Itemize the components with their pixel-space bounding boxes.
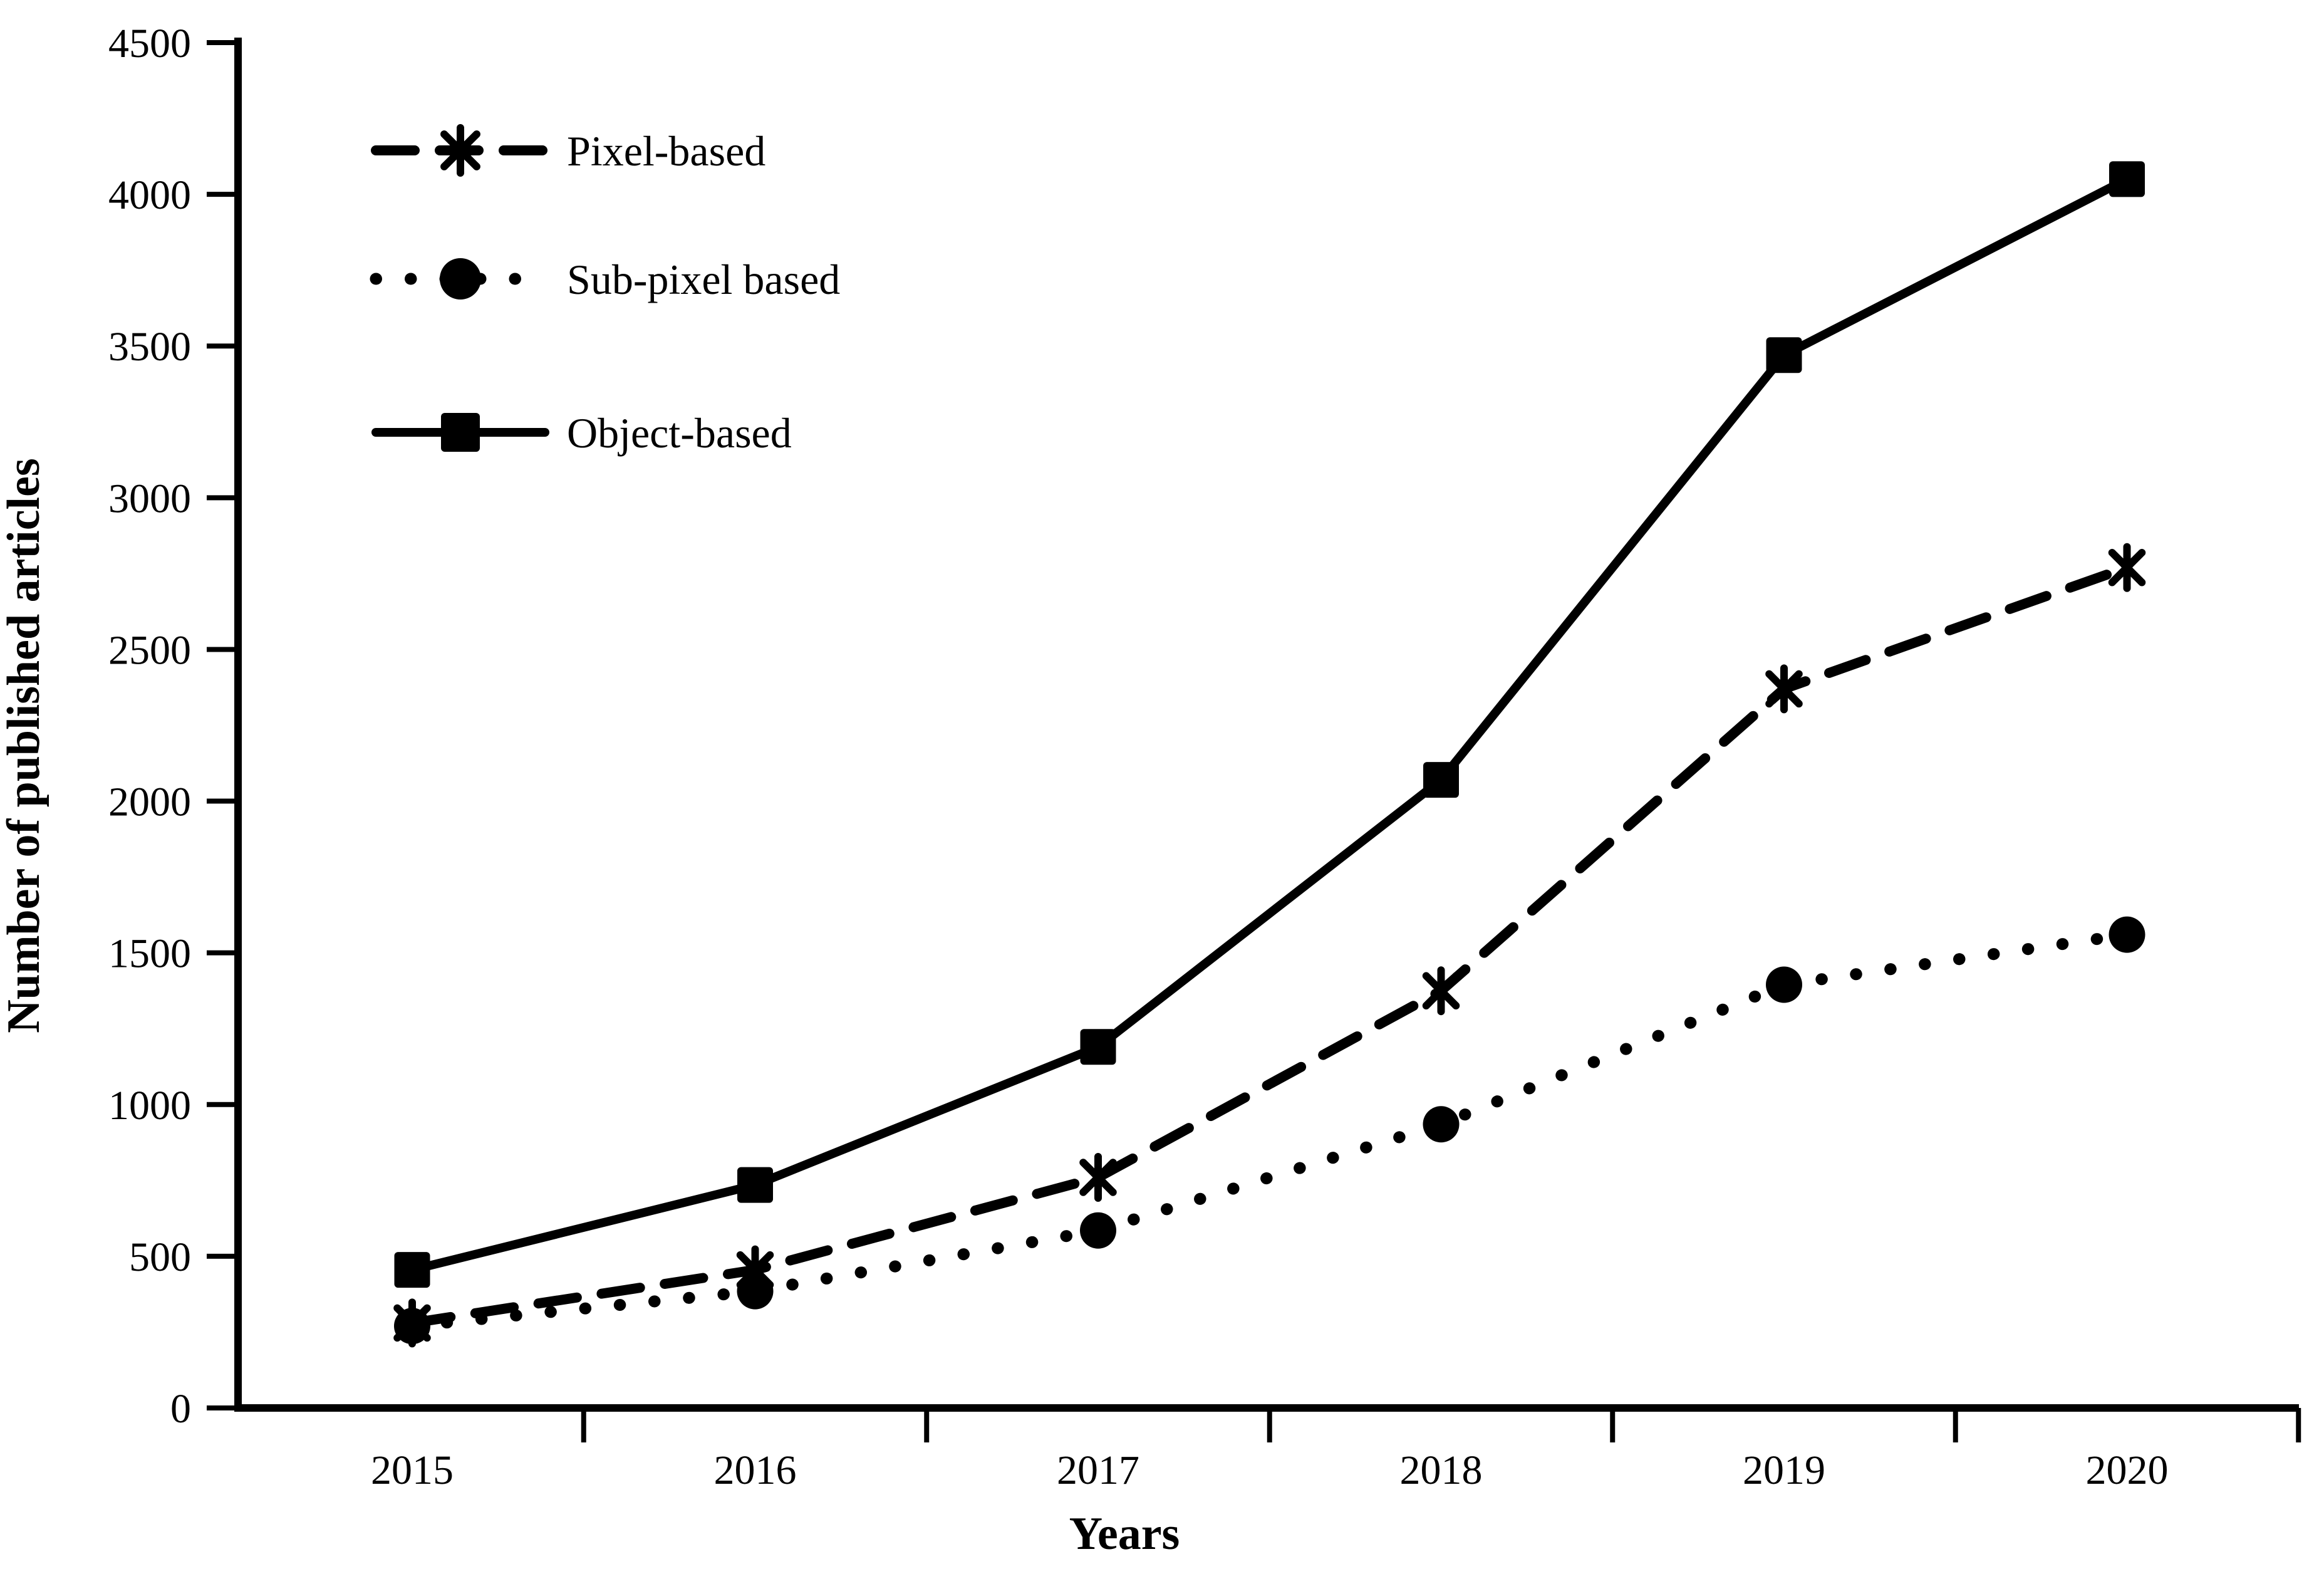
marker-asterisk-icon: [440, 124, 480, 177]
x-axis-category-label: 2018: [1400, 1447, 1483, 1493]
marker-square: [1766, 337, 1802, 373]
y-axis-tick-label: 2500: [108, 627, 191, 673]
x-axis-title: Years: [1069, 1508, 1180, 1560]
y-axis-tick-label: 4000: [108, 172, 191, 218]
marker-square: [737, 1167, 773, 1203]
x-axis-category-label: 2019: [1743, 1447, 1825, 1493]
y-axis-tick-label: 3000: [108, 476, 191, 521]
series-line-sub-pixel-based: [406, 929, 2133, 1332]
x-axis-category-label: 2015: [371, 1447, 454, 1493]
y-axis-tick-label: 1000: [108, 1083, 191, 1129]
marker-asterisk-icon: [2108, 543, 2146, 592]
marker-circle: [440, 258, 481, 300]
y-axis-title: Number of published articles: [0, 458, 49, 1033]
marker-circle: [1080, 1212, 1116, 1249]
y-axis-tick-label: 3500: [108, 324, 191, 370]
y-axis-tick-label: 4500: [108, 21, 191, 66]
marker-circle: [1766, 966, 1802, 1003]
marker-square: [394, 1252, 430, 1288]
legend-item-label: Pixel-based: [567, 127, 765, 175]
y-axis-tick-label: 500: [129, 1234, 191, 1280]
marker-asterisk-icon: [1765, 664, 1803, 714]
series-line-object-based: [408, 174, 2132, 1274]
y-axis-tick-label: 2000: [108, 779, 191, 825]
marker-square: [1080, 1029, 1116, 1065]
x-axis-category-label: 2016: [714, 1447, 797, 1493]
y-axis-tick-label: 0: [170, 1386, 191, 1432]
marker-circle: [1423, 1106, 1460, 1143]
marker-square: [1423, 762, 1459, 798]
marker-square: [2109, 161, 2145, 197]
marker-square: [441, 413, 480, 452]
marker-circle: [394, 1308, 430, 1345]
marker-circle: [737, 1273, 774, 1310]
marker-asterisk-icon: [1079, 1152, 1117, 1202]
legend-item-label: Sub-pixel based: [567, 256, 840, 303]
x-axis-category-label: 2020: [2086, 1447, 2169, 1493]
legend-item-label: Object-based: [567, 409, 792, 457]
y-axis-tick-label: 1500: [108, 931, 191, 977]
marker-asterisk-icon: [1422, 966, 1460, 1016]
marker-circle: [2109, 916, 2145, 953]
series-line-pixel-based: [407, 562, 2132, 1328]
x-axis-category-label: 2017: [1057, 1447, 1139, 1493]
